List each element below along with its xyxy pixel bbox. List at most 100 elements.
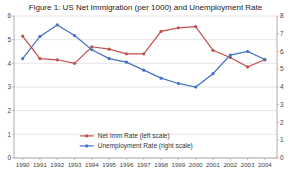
x-tick-label: 1995 [102, 161, 116, 168]
title: Figure 1: US Net Immigration (per 1000) … [29, 3, 263, 12]
x-tick-label: 1997 [137, 161, 151, 168]
series-marker [21, 35, 24, 38]
chart-container: Figure 1: US Net Immigration (per 1000) … [0, 0, 291, 173]
x-axis-line [14, 158, 277, 159]
x-tick-label: 1998 [154, 161, 168, 168]
y-tick-label: 1 [7, 131, 11, 138]
y-tick-label: 6 [7, 12, 11, 19]
x-tick-label: 1994 [85, 161, 99, 168]
x-tick [143, 158, 144, 160]
x-tick-label: 2001 [206, 161, 220, 168]
x-tick [264, 158, 265, 160]
series-line [23, 25, 265, 87]
x-tick [39, 158, 40, 160]
y2-tick-label: 0 [280, 154, 284, 161]
y-tick-label: 0 [7, 154, 11, 161]
x-tick [74, 158, 75, 160]
x-tick-label: 2000 [189, 161, 203, 168]
x-tick [109, 158, 110, 160]
series-marker [194, 85, 197, 88]
grid-line [14, 39, 277, 40]
series-marker [229, 53, 232, 56]
y-tick [12, 87, 14, 88]
series-marker [90, 48, 93, 51]
grid-line [14, 63, 277, 64]
y2-tick-label: 4 [280, 83, 284, 90]
y2-tick [277, 33, 279, 34]
x-tick [230, 158, 231, 160]
y2-tick [277, 69, 279, 70]
y-tick [12, 63, 14, 64]
series-marker [125, 61, 128, 64]
legend-marker [85, 144, 88, 147]
y-tick [12, 39, 14, 40]
x-tick-label: 1993 [68, 161, 82, 168]
y-tick-label: 3 [7, 83, 11, 90]
y-tick [12, 110, 14, 111]
x-tick [247, 158, 248, 160]
y2-tick [277, 51, 279, 52]
series-marker [211, 72, 214, 75]
chart: Figure 1: US Net Immigration (per 1000) … [0, 0, 291, 173]
y2-tick-label: 2 [280, 119, 284, 126]
x-tick-label: 1996 [120, 161, 134, 168]
series-marker [246, 50, 249, 53]
series-marker [125, 52, 128, 55]
x-tick [91, 158, 92, 160]
series-marker [194, 25, 197, 28]
grid-line [14, 16, 277, 17]
series-marker [108, 57, 111, 60]
series-marker [263, 58, 266, 61]
y-tick-label: 5 [7, 36, 11, 43]
series-marker [38, 57, 41, 60]
y-tick [12, 158, 14, 159]
x-tick-label: 2004 [258, 161, 272, 168]
grid-line [14, 158, 277, 159]
y-tick-label: 4 [7, 60, 11, 67]
x-tick-label: 1991 [33, 161, 47, 168]
x-tick [161, 158, 162, 160]
legend-label: Net Imm Rate (left scale) [98, 132, 170, 140]
series-marker [56, 23, 59, 26]
x-tick [22, 158, 23, 160]
series-marker [211, 49, 214, 52]
series-marker [159, 30, 162, 33]
series-line [23, 27, 265, 67]
plot-area [21, 23, 266, 88]
x-tick-label: 2002 [223, 161, 237, 168]
series-marker [177, 26, 180, 29]
series-marker [90, 45, 93, 48]
y2-tick [277, 158, 279, 159]
y2-tick-label: 8 [280, 12, 284, 19]
y2-tick [277, 122, 279, 123]
x-tick-label: 1999 [171, 161, 185, 168]
x-tick [57, 158, 58, 160]
series-marker [142, 69, 145, 72]
legend: Net Imm Rate (left scale) Unemployment Ra… [80, 132, 193, 150]
y-tick [12, 134, 14, 135]
series-marker [21, 57, 24, 60]
grid-line [14, 87, 277, 88]
series-marker [142, 52, 145, 55]
series-marker [73, 34, 76, 37]
y2-tick [277, 87, 279, 88]
series-marker [159, 77, 162, 80]
x-tick [195, 158, 196, 160]
x-tick-label: 2003 [241, 161, 255, 168]
series-marker [108, 48, 111, 51]
series-marker [263, 58, 266, 61]
x-tick [178, 158, 179, 160]
y2-tick [277, 140, 279, 141]
x-tick-label: 1990 [16, 161, 30, 168]
x-tick [126, 158, 127, 160]
y2-tick [277, 104, 279, 105]
legend-label: Unemployment Rate (right scale) [98, 142, 193, 150]
y2-tick-label: 5 [280, 65, 284, 72]
legend-marker [85, 134, 88, 137]
grid-line [14, 110, 277, 111]
x-tick [212, 158, 213, 160]
series-marker [73, 62, 76, 65]
y-tick-label: 2 [7, 107, 11, 114]
y-tick [12, 16, 14, 17]
y2-tick-label: 7 [280, 30, 284, 37]
